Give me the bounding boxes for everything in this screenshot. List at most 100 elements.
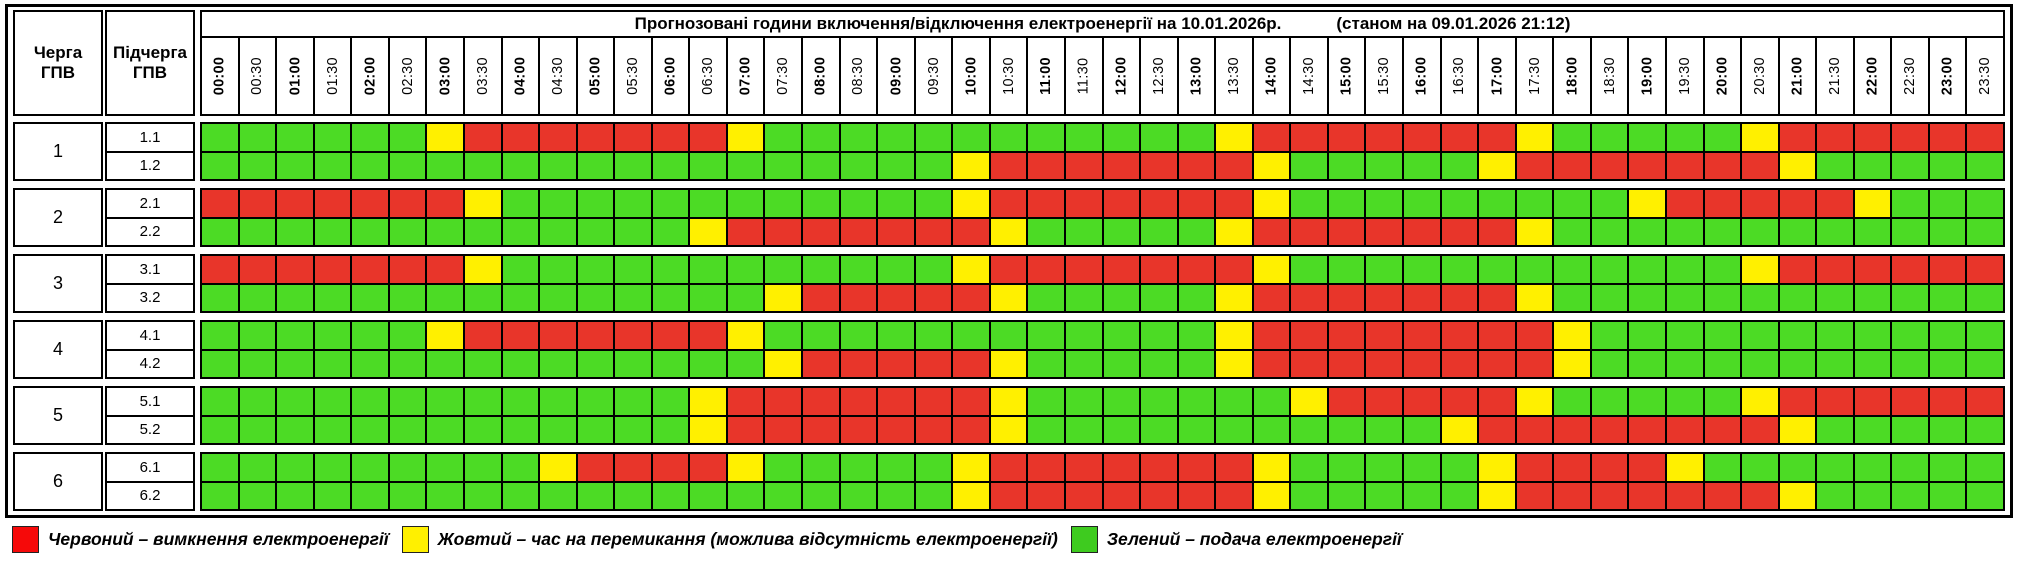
schedule-cell <box>1065 454 1102 481</box>
schedule-cell <box>1629 322 1665 349</box>
schedule-cell <box>502 190 539 217</box>
schedule-cell <box>1253 416 1290 443</box>
time-slot-label: 22:00 <box>1854 38 1891 114</box>
schedule-cell <box>1479 284 1515 311</box>
schedule-cell <box>1591 256 1628 283</box>
schedule-cell <box>1178 322 1215 349</box>
queue-number: 6 <box>13 452 103 511</box>
schedule-cell <box>1779 454 1816 481</box>
schedule-cell <box>502 388 539 415</box>
schedule-cell <box>1178 152 1215 179</box>
schedule-cell <box>1216 284 1252 311</box>
schedule-cell <box>1479 218 1515 245</box>
schedule-cell <box>1178 416 1215 443</box>
subqueue-schedule <box>200 320 2005 379</box>
schedule-cell <box>202 350 238 377</box>
schedule-cell <box>1065 256 1102 283</box>
schedule-row <box>202 416 2003 443</box>
schedule-cell <box>1404 152 1440 179</box>
schedule-cell <box>1103 284 1140 311</box>
time-slot-label: 08:00 <box>803 38 839 114</box>
time-slot-label: 06:30 <box>690 38 726 114</box>
schedule-cell <box>1253 152 1290 179</box>
schedule-cell <box>1779 124 1816 151</box>
schedule-cell <box>1441 388 1478 415</box>
schedule-cell <box>314 152 351 179</box>
schedule-cell <box>953 416 989 443</box>
schedule-row <box>202 152 2003 179</box>
schedule-cell <box>577 284 614 311</box>
schedule-cell <box>990 350 1027 377</box>
schedule-cell <box>1103 256 1140 283</box>
schedule-cell <box>953 350 989 377</box>
schedule-cell <box>803 256 839 283</box>
schedule-cell <box>352 350 388 377</box>
schedule-cell <box>314 218 351 245</box>
schedule-cell <box>277 218 313 245</box>
legend-item-green: Зелений – подача електроенергії <box>1070 526 1402 553</box>
schedule-cell <box>803 190 839 217</box>
schedule-row <box>202 124 2003 151</box>
schedule-cell <box>1516 256 1553 283</box>
subqueue-label: 5.2 <box>107 416 193 443</box>
schedule-cell <box>840 350 877 377</box>
time-slot-label: 22:30 <box>1892 38 1928 114</box>
schedule-cell <box>690 256 726 283</box>
schedule-cell <box>1291 124 1327 151</box>
schedule-cell <box>1892 454 1928 481</box>
schedule-cell <box>1854 350 1891 377</box>
schedule-cell <box>915 124 952 151</box>
schedule-table: Черга ГПВ Підчерга ГПВ Прогнозовані годи… <box>5 4 2013 518</box>
subqueue-labels: 1.1 1.2 <box>105 122 195 181</box>
schedule-cell <box>352 482 388 509</box>
time-slot-label: 01:00 <box>277 38 313 114</box>
schedule-cell <box>277 388 313 415</box>
schedule-cell <box>1141 416 1177 443</box>
schedule-cell <box>1178 284 1215 311</box>
schedule-cell <box>239 152 276 179</box>
schedule-cell <box>352 152 388 179</box>
schedule-cell <box>1366 256 1402 283</box>
schedule-cell <box>1366 350 1402 377</box>
schedule-cell <box>1479 322 1515 349</box>
schedule-cell <box>1817 152 1853 179</box>
schedule-cell <box>1141 218 1177 245</box>
schedule-cell <box>1704 218 1741 245</box>
schedule-cell <box>953 482 989 509</box>
schedule-cell <box>990 152 1027 179</box>
schedule-cell <box>690 388 726 415</box>
queue-group: 3 3.1 3.2 <box>13 254 2005 313</box>
schedule-cell <box>727 454 764 481</box>
schedule-cell <box>540 256 576 283</box>
schedule-cell <box>1967 256 2003 283</box>
header-subqueue-column: Підчерга ГПВ <box>105 10 195 116</box>
schedule-cell <box>1216 350 1252 377</box>
schedule-cell <box>1629 416 1665 443</box>
schedule-cell <box>615 284 651 311</box>
schedule-cell <box>727 152 764 179</box>
schedule-cell <box>878 388 914 415</box>
schedule-cell <box>1554 124 1590 151</box>
schedule-cell <box>1028 454 1064 481</box>
subqueue-labels: 6.1 6.2 <box>105 452 195 511</box>
schedule-cell <box>953 124 989 151</box>
schedule-cell <box>1028 256 1064 283</box>
schedule-cell <box>1328 152 1365 179</box>
header-queue-line1: Черга <box>33 43 83 62</box>
schedule-cell <box>1103 152 1140 179</box>
schedule-cell <box>1028 322 1064 349</box>
time-slot-label: 09:00 <box>878 38 914 114</box>
schedule-cell <box>239 350 276 377</box>
schedule-cell <box>502 218 539 245</box>
schedule-cell <box>915 284 952 311</box>
schedule-cell <box>1704 388 1741 415</box>
schedule-cell <box>803 218 839 245</box>
schedule-cell <box>464 284 501 311</box>
schedule-cell <box>352 454 388 481</box>
subqueue-label: 3.2 <box>107 284 193 311</box>
schedule-cell <box>990 322 1027 349</box>
schedule-cell <box>1516 124 1553 151</box>
schedule-cell <box>1967 284 2003 311</box>
time-slot-label: 07:00 <box>727 38 764 114</box>
